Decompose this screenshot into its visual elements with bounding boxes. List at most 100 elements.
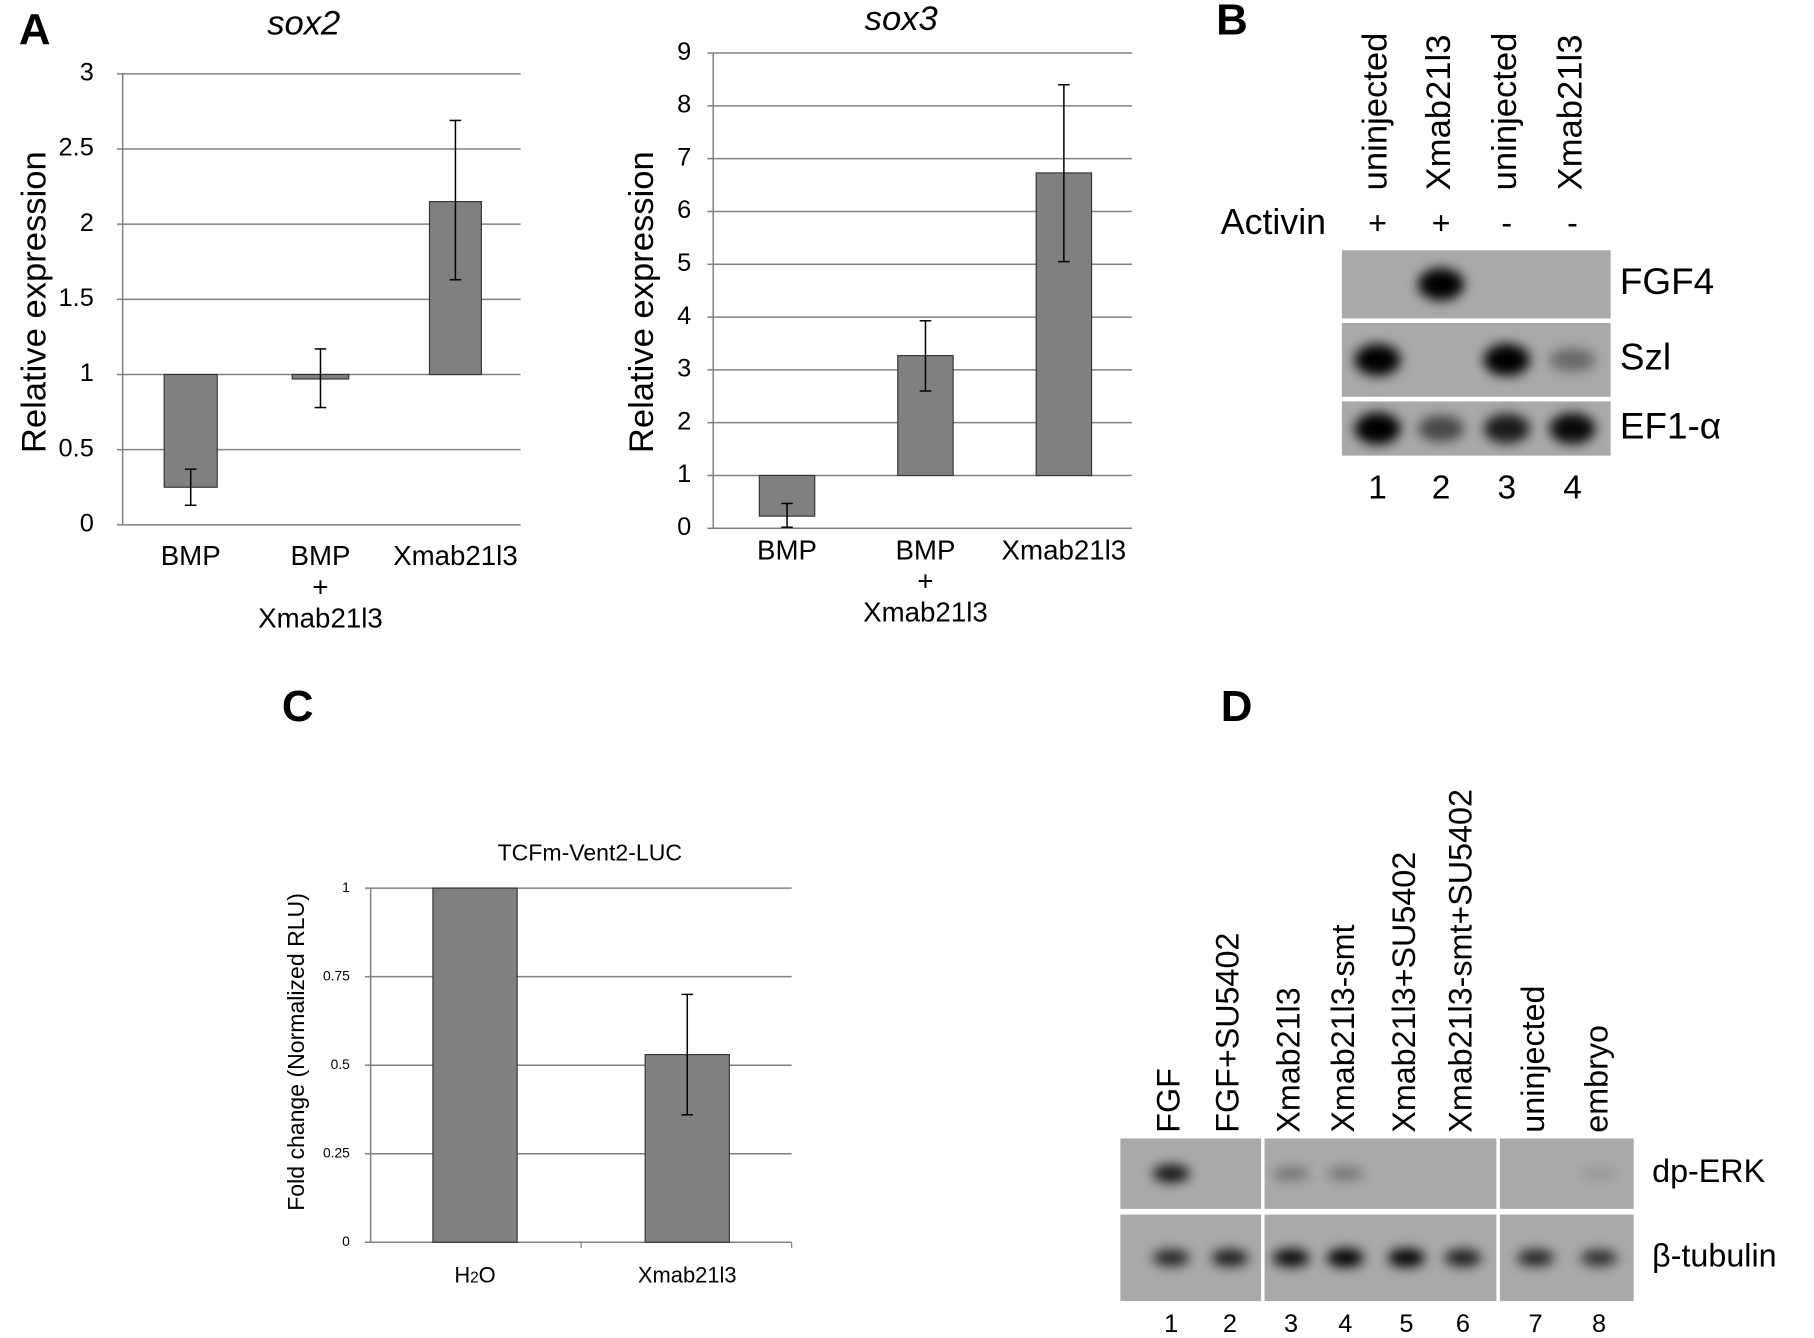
band	[1517, 1249, 1555, 1267]
lane-number: 2	[1223, 1310, 1237, 1338]
activin-sign: -	[1501, 205, 1512, 241]
western-blot-blot_b: uninjected 1 Xmab21l3 2 uninjected 3 Xmab21l3 4…	[1221, 33, 1721, 507]
x-category-label: BMP	[161, 540, 221, 571]
x-category-label: +	[312, 571, 328, 602]
y-tick-label: 1	[342, 879, 350, 895]
band	[1326, 1166, 1364, 1181]
x-category-label: Xmab21l3	[393, 540, 518, 571]
lane-number: 6	[1456, 1310, 1470, 1338]
band	[1444, 1249, 1482, 1267]
row-label: Szl	[1620, 337, 1671, 378]
y-tick-label: 2.5	[59, 134, 94, 162]
charts: sox2 Relative expression 0 0.5 1 1.5 2 2.5 3 BMP B…	[15, 0, 1132, 1288]
y-axis-label: Relative expression	[623, 151, 661, 453]
chart-title: sox2	[267, 5, 340, 43]
row-label: EF1-α	[1620, 405, 1721, 446]
activin-sign: +	[1368, 205, 1387, 241]
lane-label: Xmab21l3-smt+SU5402	[1442, 789, 1478, 1133]
y-axis-label: Fold change (Normalized RLU)	[283, 893, 309, 1211]
lane-number: 1	[1368, 469, 1387, 506]
activin-label: Activin	[1221, 202, 1326, 242]
chart-title: TCFm-Vent2-LUC	[498, 839, 682, 865]
lane-number: 1	[1164, 1310, 1178, 1338]
panel-label-a: A	[19, 5, 51, 54]
chart-title: sox3	[865, 0, 938, 38]
band	[1483, 413, 1530, 444]
band	[1549, 347, 1596, 372]
lane-number: 4	[1338, 1310, 1352, 1338]
x-category-label: BMP	[290, 540, 350, 571]
band	[1354, 344, 1401, 376]
x-category-label: Xmab21l3	[1002, 534, 1127, 565]
lane-number: 7	[1529, 1310, 1543, 1338]
y-tick-label: 5	[677, 249, 691, 277]
band	[1152, 1249, 1190, 1267]
lane-label: Xmab21l3	[1420, 35, 1458, 191]
x-category-label: BMP	[757, 534, 817, 565]
band	[1326, 1248, 1364, 1268]
lane-label: Xmab21l3	[1552, 35, 1590, 191]
lane-label: uninjected	[1357, 33, 1395, 191]
y-tick-label: 1	[677, 460, 691, 488]
band	[1211, 1249, 1249, 1267]
band	[1152, 1164, 1190, 1183]
x-category-label: +	[917, 566, 933, 597]
lane-number: 4	[1563, 469, 1582, 506]
lane-number: 8	[1592, 1310, 1606, 1338]
y-axis-label: Relative expression	[15, 151, 53, 453]
bar	[432, 887, 518, 1243]
lane-label: embryo	[1579, 1025, 1615, 1133]
y-tick-label: 0	[80, 510, 94, 538]
lane-label: Xmab21l3+SU5402	[1386, 852, 1422, 1133]
y-tick-label: 7	[677, 143, 691, 171]
band	[1483, 343, 1530, 377]
x-category-label: BMP	[895, 534, 955, 565]
blots: uninjected 1 Xmab21l3 2 uninjected 3 Xmab21l3 4…	[1120, 33, 1777, 1338]
band	[1272, 1248, 1310, 1267]
lane-label: FGF+SU5402	[1209, 933, 1245, 1133]
panel-label-d: D	[1221, 682, 1253, 731]
lane-label: Xmab21l3-smt	[1325, 925, 1361, 1133]
y-tick-label: 2	[677, 407, 691, 435]
blot-strip	[1120, 1138, 1262, 1209]
x-category-label: H2O	[454, 1263, 495, 1288]
y-tick-label: 9	[677, 38, 691, 66]
band	[1417, 268, 1465, 301]
panel-label-b: B	[1216, 0, 1248, 45]
y-tick-label: 0.5	[331, 1056, 351, 1072]
x-category-label: Xmab21l3	[863, 597, 988, 628]
band	[1272, 1166, 1310, 1181]
y-tick-label: 0	[342, 1233, 350, 1249]
activin-sign: -	[1567, 205, 1578, 241]
y-tick-label: 0.5	[59, 434, 94, 462]
y-tick-label: 1	[80, 359, 94, 387]
y-tick-label: 2	[80, 209, 94, 237]
y-tick-label: 4	[677, 302, 691, 330]
western-blot-blot_d: FGF 1 FGF+SU5402 2 Xmab21l3 3 Xmab21l3-smt 4 Xma…	[1120, 789, 1777, 1338]
band	[1387, 1248, 1425, 1267]
lane-number: 5	[1399, 1310, 1413, 1338]
band	[1580, 1167, 1618, 1180]
x-category-label: Xmab21l3	[258, 602, 383, 633]
blot-strip	[1341, 250, 1611, 319]
x-category-label: Xmab21l3	[638, 1263, 737, 1288]
band	[1580, 1249, 1618, 1266]
chart-sox2: sox2 Relative expression 0 0.5 1 1.5 2 2.5 3 BMP B…	[15, 5, 521, 633]
lane-number: 3	[1284, 1310, 1298, 1338]
lane-number: 3	[1497, 469, 1516, 506]
y-tick-label: 8	[677, 91, 691, 119]
y-tick-label: 3	[80, 59, 94, 87]
lane-label: FGF	[1151, 1068, 1187, 1133]
lane-label: uninjected	[1515, 985, 1551, 1132]
lane-label: Xmab21l3	[1271, 987, 1307, 1132]
band	[1354, 412, 1401, 445]
band	[1417, 415, 1465, 442]
lane-number: 2	[1432, 469, 1451, 506]
chart-luc: TCFm-Vent2-LUC Fold change (Normalized RL…	[283, 839, 793, 1288]
y-tick-label: 6	[677, 196, 691, 224]
row-label: β-tubulin	[1652, 1237, 1776, 1273]
activin-sign: +	[1432, 205, 1451, 241]
y-tick-label: 0.75	[323, 967, 350, 983]
